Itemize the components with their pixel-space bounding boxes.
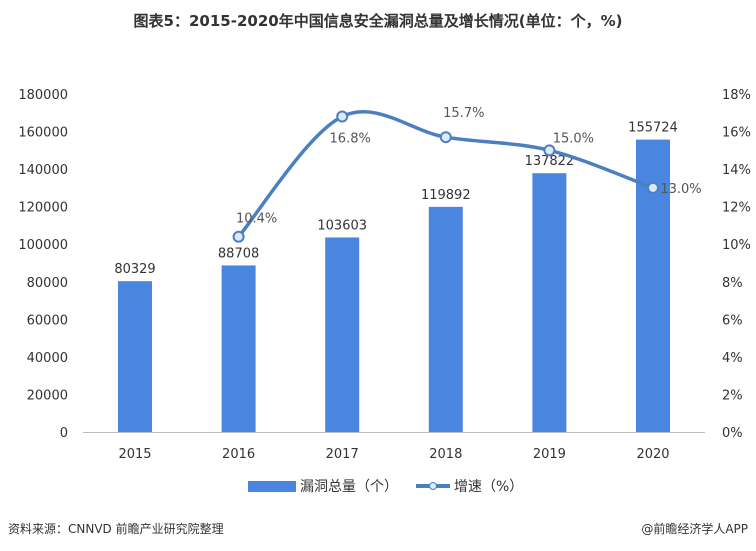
right-tick-label: 16%	[722, 126, 751, 141]
x-tick-label: 2015	[118, 447, 151, 462]
chart-title: 图表5：2015-2020年中国信息安全漏洞总量及增长情况(单位：个，%)	[133, 12, 623, 30]
legend-bar-label: 漏洞总量（个）	[300, 479, 398, 495]
left-tick-label: 120000	[18, 201, 68, 216]
bar-label: 119892	[421, 188, 471, 203]
left-tick-label: 160000	[18, 126, 68, 141]
x-tick-label: 2018	[429, 447, 462, 462]
right-tick-label: 12%	[722, 201, 751, 216]
left-tick-label: 180000	[18, 88, 68, 103]
bar	[532, 173, 567, 432]
growth-label: 15.7%	[443, 106, 484, 121]
growth-point	[543, 144, 556, 157]
credit: @前瞻经济学人APP	[641, 522, 748, 536]
left-tick-label: 20000	[27, 388, 68, 403]
bar-label: 88708	[218, 246, 259, 261]
legend-bar-swatch	[248, 481, 296, 492]
left-tick-label: 80000	[27, 276, 68, 291]
bar-label: 137822	[525, 154, 575, 169]
left-tick-label: 60000	[27, 313, 68, 328]
bar-label: 80329	[114, 262, 155, 277]
bar	[428, 206, 463, 432]
right-tick-label: 0%	[722, 426, 743, 441]
left-tick-label: 140000	[18, 163, 68, 178]
right-tick-label: 8%	[722, 276, 743, 291]
right-tick-label: 4%	[722, 351, 743, 366]
bar	[118, 281, 152, 432]
right-tick-label: 6%	[722, 313, 743, 328]
x-tick-label: 2019	[533, 447, 566, 462]
bar-label: 155724	[628, 121, 678, 136]
source-note: 资料来源：CNNVD 前瞻产业研究院整理	[8, 522, 224, 536]
right-tick-label: 14%	[722, 163, 751, 178]
growth-label: 13.0%	[660, 182, 701, 197]
x-tick-label: 2017	[326, 447, 359, 462]
right-tick-label: 18%	[722, 88, 751, 103]
legend-line-marker	[429, 482, 437, 490]
x-tick-label: 2020	[636, 447, 669, 462]
legend-line-label: 增速（%）	[454, 479, 523, 495]
growth-label: 10.4%	[236, 212, 277, 227]
bar	[221, 265, 256, 432]
bar-label: 103603	[317, 218, 367, 233]
right-tick-label: 10%	[722, 238, 751, 253]
left-tick-label: 0	[60, 426, 68, 441]
right-tick-label: 2%	[722, 388, 743, 403]
growth-point	[647, 181, 659, 194]
bar	[325, 237, 360, 432]
growth-point	[232, 230, 245, 243]
growth-point	[336, 110, 349, 123]
growth-label: 15.0%	[553, 131, 594, 146]
x-tick-label: 2016	[222, 447, 255, 462]
left-tick-label: 40000	[27, 351, 68, 366]
growth-label: 16.8%	[330, 132, 371, 147]
growth-point	[439, 131, 452, 144]
left-tick-label: 100000	[18, 238, 68, 253]
